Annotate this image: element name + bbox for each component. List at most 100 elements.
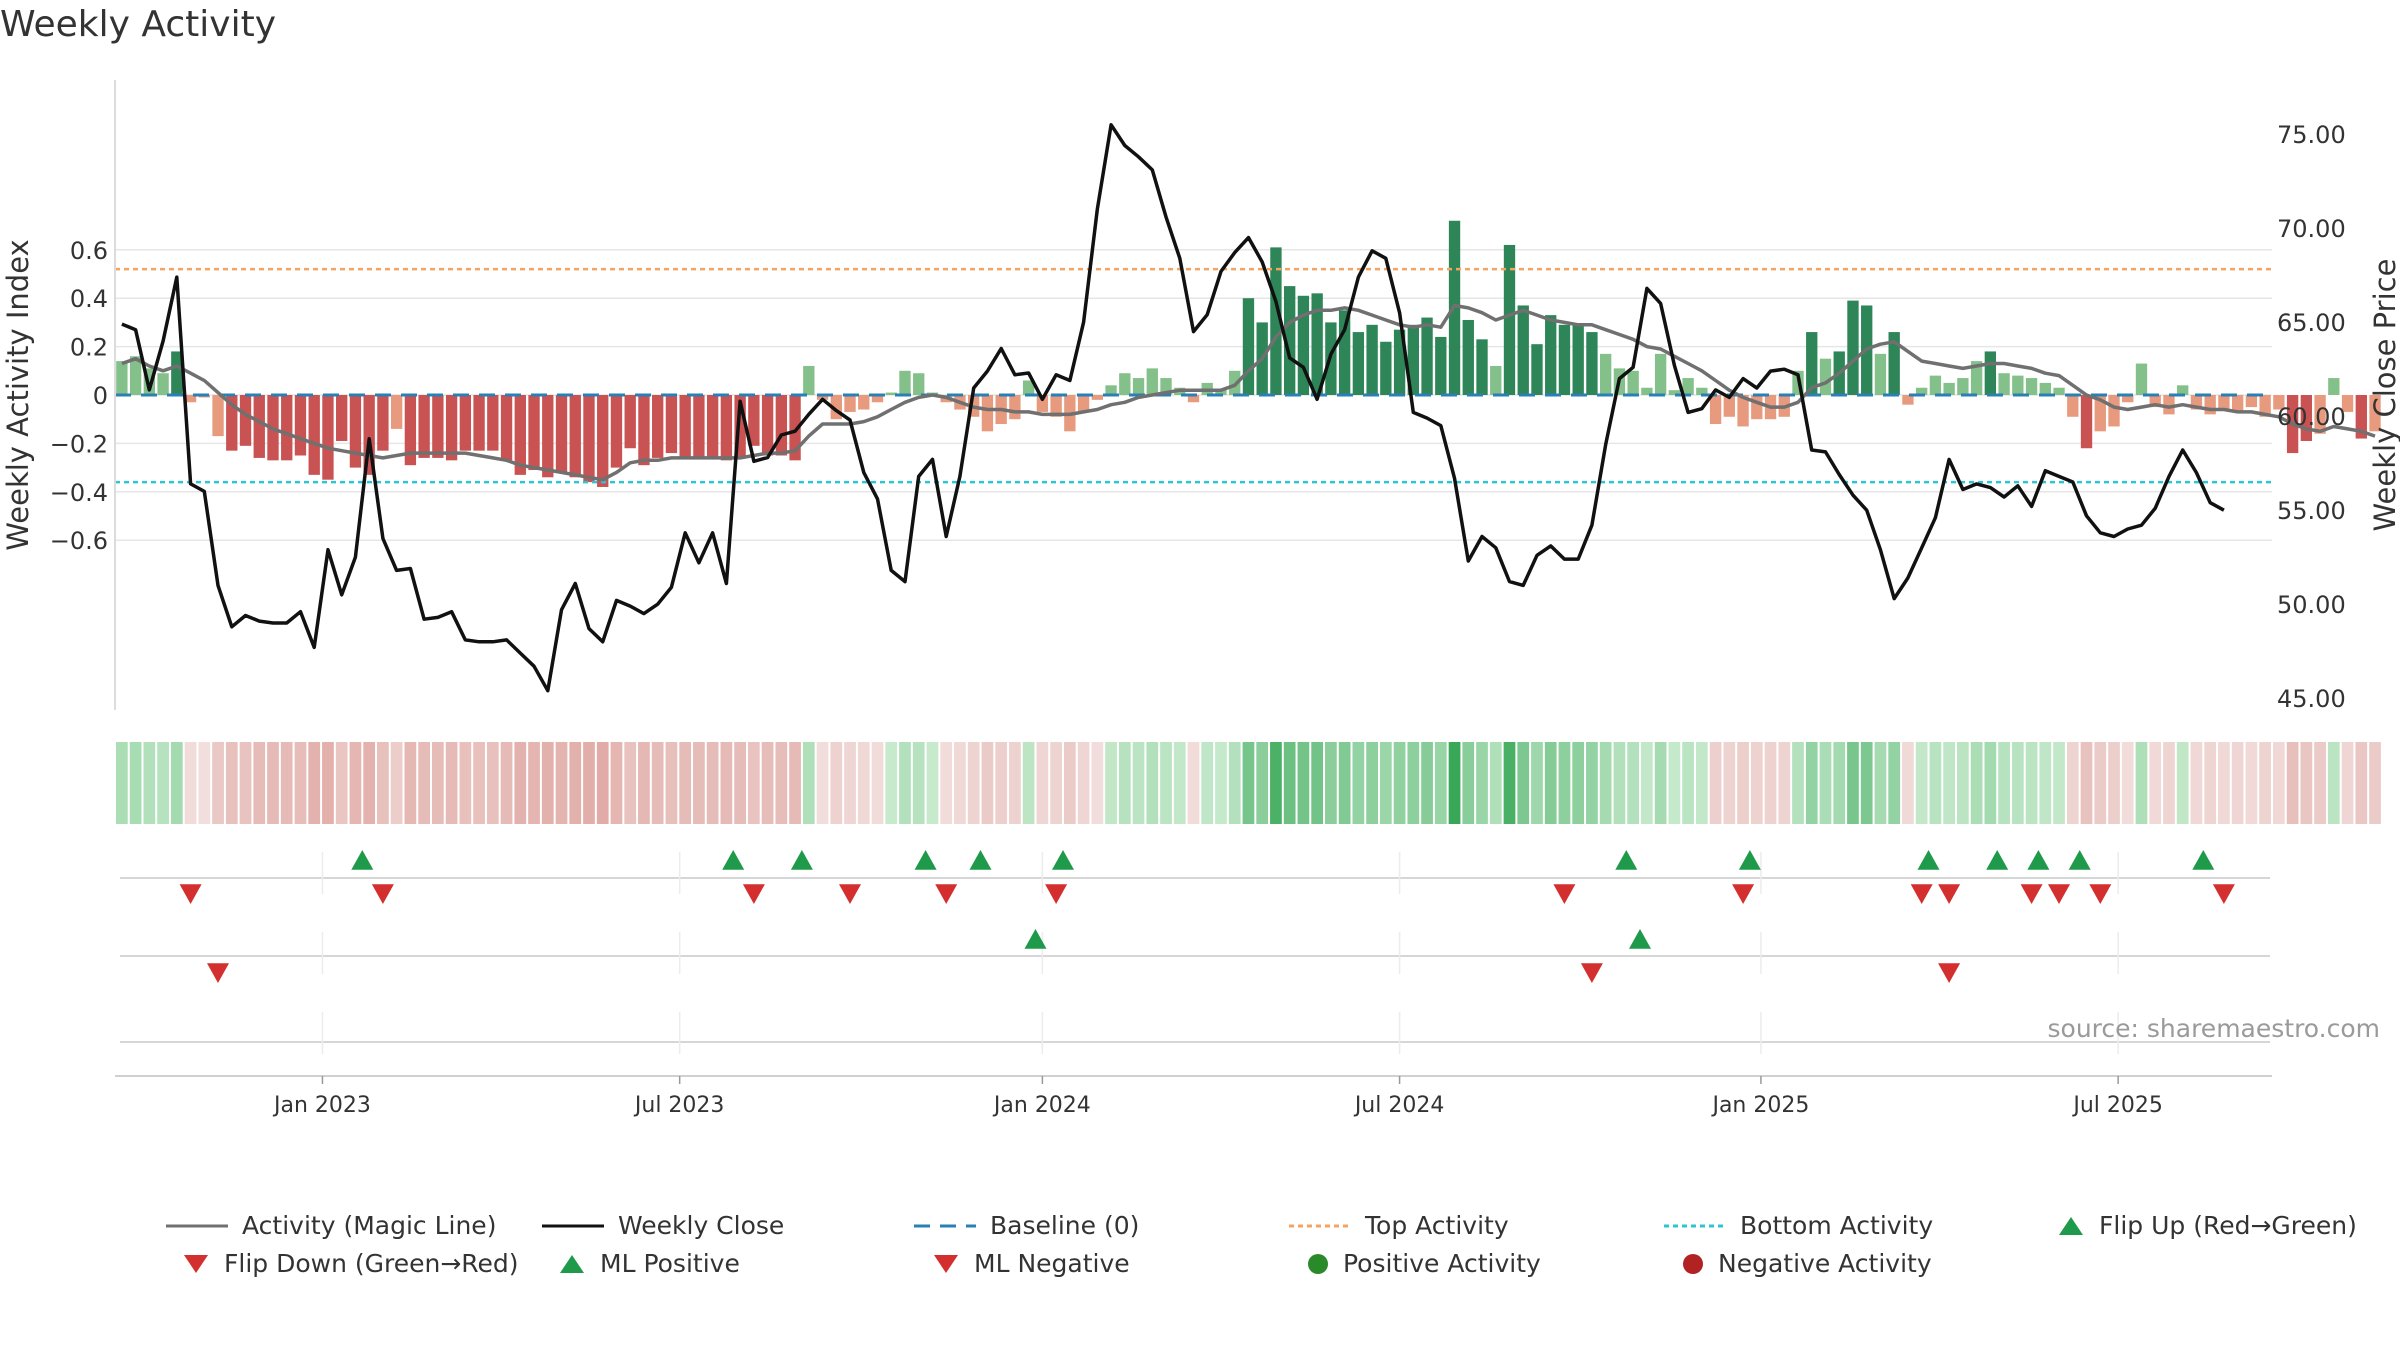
activity-bar <box>1490 365 1502 395</box>
heat-cell <box>1352 742 1365 824</box>
y2-axis-title: Weekly Close Price <box>2368 259 2400 532</box>
flip-down-icon <box>184 1254 208 1273</box>
activity-bar <box>1599 353 1612 395</box>
heat-cell <box>1270 742 1282 824</box>
activity-bar <box>1036 395 1049 412</box>
heat-cell <box>2314 742 2326 824</box>
heat-cell <box>1902 742 1914 824</box>
heat-cell <box>2108 742 2120 824</box>
activity-bar <box>1242 298 1255 395</box>
heat-cell <box>528 742 540 824</box>
legend-bottom-activity-label: Bottom Activity <box>1740 1211 1934 1240</box>
heat-cell <box>1792 742 1804 824</box>
activity-bar <box>830 395 842 420</box>
heat-cell <box>1641 742 1653 824</box>
activity-bar <box>981 395 994 432</box>
legend-baseline-swatch <box>914 1224 976 1227</box>
activity-bar <box>1751 395 1763 420</box>
activity-bar <box>1270 247 1282 395</box>
heat-cell <box>679 742 692 824</box>
legend-baseline: Baseline (0) <box>914 1211 1139 1240</box>
activity-bar <box>803 365 815 395</box>
activity-bar <box>1627 370 1639 395</box>
heat-cell <box>830 742 843 824</box>
heat-cell <box>363 742 376 824</box>
activity-bar <box>1215 390 1227 395</box>
heat-cell <box>2149 742 2162 824</box>
activity-bar <box>597 395 609 487</box>
heat-cell <box>116 742 128 824</box>
heat-cell <box>1957 742 1969 824</box>
heat-cell <box>610 742 623 824</box>
heat-cell <box>706 742 719 824</box>
activity-bar <box>336 395 348 441</box>
heat-cell <box>569 742 582 824</box>
heat-cell <box>995 742 1008 824</box>
heat-cell <box>885 742 898 824</box>
y-tick-label: 0.2 <box>70 334 108 362</box>
activity-bar <box>253 395 265 458</box>
heat-cell <box>1599 742 1612 824</box>
heat-cell <box>1613 742 1626 824</box>
activity-bar <box>445 395 458 461</box>
heat-cell <box>1311 742 1324 824</box>
heat-cell <box>2039 742 2052 824</box>
ml-positive-marker <box>1024 929 1047 949</box>
activity-bar <box>2245 395 2258 408</box>
activity-bar <box>2080 395 2093 449</box>
reference-lines <box>115 267 2272 484</box>
heat-cell <box>1517 742 1530 824</box>
y-tick-label: −0.4 <box>50 479 108 507</box>
heat-cell <box>514 742 527 824</box>
activity-heat-strip <box>116 742 2381 824</box>
heat-cell <box>1819 742 1832 824</box>
activity-bar <box>569 395 581 478</box>
heat-cell <box>267 742 279 824</box>
heat-cell <box>1407 742 1420 824</box>
heat-cell <box>294 742 307 824</box>
heat-cell <box>1462 742 1475 824</box>
heat-cell <box>1421 742 1433 824</box>
activity-bar <box>226 395 238 451</box>
heat-cell <box>1654 742 1667 824</box>
heat-cell <box>1778 742 1791 824</box>
activity-bar <box>2341 395 2354 412</box>
heat-cell <box>500 742 513 824</box>
heat-cell <box>1215 742 1227 824</box>
activity-bar <box>349 395 362 468</box>
activity-bar <box>1297 295 1310 395</box>
heat-cell <box>1036 742 1049 824</box>
activity-bar <box>1654 353 1667 395</box>
legend-negative-activity: Negative Activity <box>1682 1249 1932 1278</box>
activity-bar <box>652 395 664 458</box>
heat-cell <box>2121 742 2134 824</box>
activity-bar <box>1531 344 1543 395</box>
activity-bar <box>363 395 375 475</box>
activity-bar <box>157 373 169 395</box>
heat-cell <box>1173 742 1186 824</box>
activity-bar <box>1737 395 1749 427</box>
activity-bar <box>1009 395 1021 420</box>
activity-bar <box>1723 395 1735 417</box>
activity-bar <box>1311 293 1323 395</box>
activity-bar <box>2231 395 2244 412</box>
flip-up-marker <box>1986 850 2009 870</box>
x-tick-label: Jan 2024 <box>992 1093 1091 1118</box>
activity-bar <box>1077 395 1090 412</box>
activity-bar <box>871 395 884 403</box>
activity-bar <box>638 395 650 466</box>
heat-cell <box>541 742 554 824</box>
heat-cell <box>871 742 884 824</box>
activity-bar <box>885 392 897 395</box>
activity-bar <box>1709 395 1722 425</box>
activity-bar <box>2190 395 2203 410</box>
activity-bar <box>1984 351 1997 395</box>
heat-cell <box>1146 742 1159 824</box>
x-axis: Jan 2023 Jul 2023 Jan 2024 Jul 2024 Jan 2025… <box>115 1075 2272 1118</box>
activity-bar <box>761 395 774 456</box>
heat-cell <box>1325 742 1337 824</box>
activity-bar <box>1338 310 1351 395</box>
legend-ml-negative: ML Negative <box>932 1249 1130 1278</box>
heat-cell <box>1695 742 1708 824</box>
heat-cell <box>1022 742 1035 824</box>
